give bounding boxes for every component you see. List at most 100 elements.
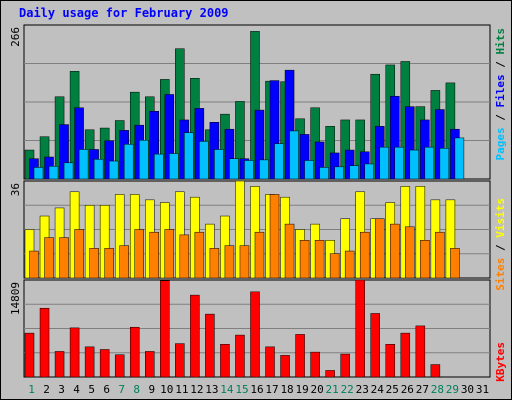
bar-kbytes-day-15 bbox=[235, 334, 245, 378]
day-label-28: 28 bbox=[431, 383, 444, 396]
bar-pages-day-5 bbox=[93, 159, 104, 180]
bar-sites-day-29 bbox=[450, 248, 460, 279]
bar-pages-day-3 bbox=[63, 162, 74, 180]
bar-pages-day-26 bbox=[409, 149, 420, 180]
bar-pages-day-21 bbox=[334, 166, 344, 180]
bar-kbytes-day-11 bbox=[175, 343, 185, 378]
bar-pages-day-28 bbox=[439, 148, 450, 180]
bar-sites-day-1 bbox=[29, 250, 39, 279]
bar-sites-day-6 bbox=[104, 248, 114, 279]
bar-pages-day-29 bbox=[454, 137, 465, 180]
day-label-22: 22 bbox=[341, 383, 354, 396]
day-label-16: 16 bbox=[250, 383, 263, 396]
bar-sites-day-17 bbox=[269, 194, 280, 279]
bar-kbytes-day-28 bbox=[430, 364, 441, 378]
bar-pages-day-19 bbox=[304, 160, 314, 180]
bar-pages-day-27 bbox=[424, 146, 435, 180]
bar-sites-day-23 bbox=[359, 231, 370, 279]
bar-sites-day-15 bbox=[239, 245, 250, 279]
bar-pages-day-14 bbox=[229, 158, 239, 180]
day-label-8: 8 bbox=[133, 383, 140, 396]
bar-kbytes-day-2 bbox=[39, 307, 50, 378]
day-label-30: 30 bbox=[461, 383, 474, 396]
day-label-11: 11 bbox=[175, 383, 188, 396]
bar-pages-day-11 bbox=[184, 132, 194, 180]
bar-sites-day-12 bbox=[194, 231, 205, 279]
bar-sites-day-11 bbox=[179, 234, 190, 279]
bar-pages-day-2 bbox=[48, 166, 59, 180]
legend-pages: Pages bbox=[494, 127, 507, 160]
day-label-2: 2 bbox=[43, 383, 50, 396]
bar-kbytes-day-3 bbox=[54, 351, 65, 378]
y-max-label-kbytes: 14809 bbox=[9, 282, 22, 315]
bar-kbytes-day-24 bbox=[370, 313, 380, 378]
bar-kbytes-day-7 bbox=[114, 354, 125, 378]
bar-kbytes-day-18 bbox=[280, 355, 290, 378]
day-label-13: 13 bbox=[205, 383, 218, 396]
bar-pages-day-25 bbox=[394, 146, 405, 180]
bar-sites-day-20 bbox=[314, 240, 325, 279]
legend-hits: Hits bbox=[494, 28, 507, 55]
bar-kbytes-day-10 bbox=[160, 280, 170, 378]
legend-sites: Sites bbox=[494, 258, 507, 291]
bar-sites-day-28 bbox=[435, 231, 445, 279]
day-label-23: 23 bbox=[356, 383, 369, 396]
bar-sites-day-3 bbox=[59, 237, 69, 279]
chart-title: Daily usage for February 2009 bbox=[19, 6, 229, 20]
bar-kbytes-day-25 bbox=[385, 343, 396, 378]
bar-kbytes-day-12 bbox=[190, 294, 200, 378]
bar-kbytes-day-5 bbox=[84, 346, 95, 378]
bar-pages-day-24 bbox=[379, 146, 389, 180]
y-max-label-visits-sites: 36 bbox=[9, 183, 22, 196]
bar-kbytes-day-9 bbox=[145, 351, 155, 378]
bar-kbytes-day-26 bbox=[400, 332, 411, 378]
bar-kbytes-day-13 bbox=[205, 313, 215, 378]
bar-pages-day-16 bbox=[259, 159, 269, 180]
day-label-6: 6 bbox=[103, 383, 110, 396]
day-label-20: 20 bbox=[311, 383, 324, 396]
legend-sep-2: / bbox=[494, 55, 507, 75]
bar-pages-day-22 bbox=[349, 165, 359, 180]
day-label-19: 19 bbox=[295, 383, 308, 396]
bar-sites-day-27 bbox=[420, 240, 430, 279]
bar-sites-day-2 bbox=[44, 237, 54, 279]
bar-pages-day-15 bbox=[244, 160, 254, 180]
bar-pages-day-23 bbox=[364, 163, 374, 180]
bar-sites-day-24 bbox=[374, 218, 385, 279]
bar-sites-day-19 bbox=[299, 240, 310, 279]
bar-kbytes-day-22 bbox=[340, 353, 350, 378]
bar-pages-day-8 bbox=[138, 139, 149, 180]
bar-sites-day-14 bbox=[224, 245, 235, 279]
bar-pages-day-1 bbox=[33, 167, 44, 180]
day-label-15: 15 bbox=[235, 383, 248, 396]
day-label-25: 25 bbox=[386, 383, 399, 396]
day-label-17: 17 bbox=[265, 383, 278, 396]
bar-kbytes-day-8 bbox=[129, 326, 140, 378]
bar-pages-day-4 bbox=[78, 149, 89, 180]
bar-sites-day-8 bbox=[134, 229, 144, 279]
bar-kbytes-day-27 bbox=[415, 325, 426, 378]
bar-kbytes-day-19 bbox=[295, 334, 305, 378]
day-label-18: 18 bbox=[280, 383, 293, 396]
bar-sites-day-10 bbox=[164, 229, 175, 279]
bar-sites-day-13 bbox=[209, 248, 220, 279]
bar-kbytes-day-14 bbox=[220, 343, 230, 378]
bar-pages-day-10 bbox=[169, 153, 179, 180]
bar-sites-day-22 bbox=[344, 250, 355, 279]
legend-files: Files bbox=[494, 74, 507, 107]
legend-kbytes: KBytes bbox=[494, 342, 507, 382]
bar-sites-day-7 bbox=[119, 245, 129, 279]
legend-kbytes-wrap: KBytes bbox=[494, 342, 507, 382]
bar-pages-day-20 bbox=[319, 167, 329, 180]
bar-kbytes-day-16 bbox=[250, 291, 260, 378]
bar-pages-day-12 bbox=[199, 141, 209, 180]
bar-kbytes-day-17 bbox=[265, 346, 275, 378]
legend-sep-3: / bbox=[494, 238, 507, 258]
bar-kbytes-day-23 bbox=[355, 279, 365, 378]
bar-sites-day-4 bbox=[74, 229, 84, 279]
day-label-29: 29 bbox=[446, 383, 459, 396]
day-label-21: 21 bbox=[326, 383, 339, 396]
day-label-26: 26 bbox=[401, 383, 414, 396]
day-label-24: 24 bbox=[371, 383, 385, 396]
day-label-27: 27 bbox=[416, 383, 429, 396]
